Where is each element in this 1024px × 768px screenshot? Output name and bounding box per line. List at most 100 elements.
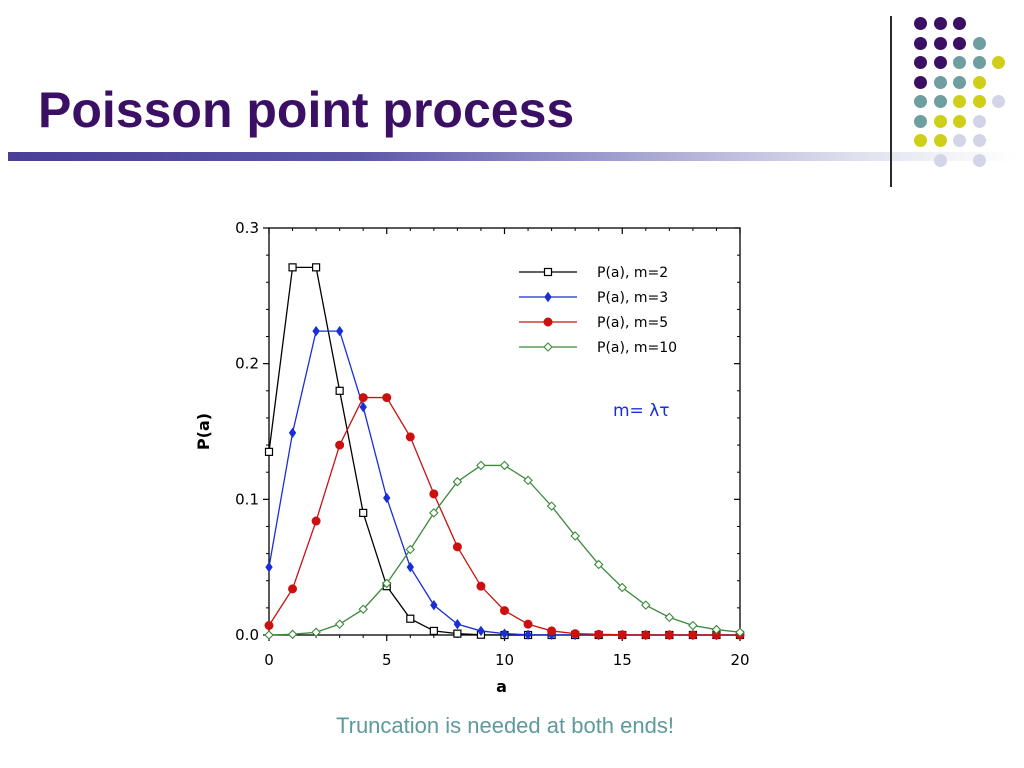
data-point-series-3: [570, 629, 580, 639]
legend-marker-3: [543, 317, 553, 327]
data-point-series-4: [287, 629, 298, 640]
x-axis-label: a: [496, 677, 507, 696]
data-point-series-3: [617, 630, 627, 640]
data-point-series-2: [477, 625, 485, 637]
data-point-series-1: [288, 263, 297, 272]
data-point-series-3: [382, 393, 392, 403]
data-point-series-3: [476, 581, 486, 591]
decorative-dot: [953, 75, 966, 89]
poisson-distribution-chart: 0 5 10 15 20 0.0 0.1 0.2 0.3 a P(a) P(a), m=2 P(a), …: [194, 219, 750, 696]
decorative-dot: [933, 36, 947, 50]
decorative-dot: [972, 36, 986, 50]
x-tick-label: 0: [264, 651, 274, 669]
data-point-series-4: [688, 620, 698, 631]
decorative-dot: [953, 36, 966, 50]
data-point-series-3: [452, 542, 462, 552]
legend-label-4: P(a), m=10: [597, 340, 677, 356]
data-point-series-4: [476, 460, 486, 471]
decorative-dot: [933, 56, 947, 69]
decorative-dot: [933, 134, 947, 147]
data-point-series-2: [265, 561, 273, 573]
data-point-series-4: [264, 630, 274, 640]
legend-label-1: P(a), m=2: [597, 265, 668, 281]
legend-marker-1: [543, 267, 553, 277]
data-point-series-2: [383, 492, 391, 504]
data-point-series-4: [334, 619, 345, 629]
x-tick-label: 15: [613, 651, 632, 669]
decorative-dot: [953, 17, 966, 30]
data-point-series-2: [406, 561, 414, 573]
data-point-series-2: [312, 325, 320, 337]
decorative-dot: [992, 95, 1005, 108]
legend-label-2: P(a), m=3: [597, 290, 668, 306]
y-tick-label: 0.2: [235, 355, 259, 373]
decorative-dot: [953, 114, 966, 128]
decorative-dot: [972, 134, 986, 147]
data-point-series-4: [523, 475, 533, 486]
data-point-series-4: [617, 582, 628, 593]
decorative-dot: [953, 95, 966, 108]
series-line-2: [268, 330, 740, 636]
decorative-dot: [933, 75, 947, 89]
decorative-dot: [972, 75, 986, 89]
data-point-series-3: [264, 621, 274, 631]
x-tick-label: 10: [495, 651, 514, 669]
data-point-series-2: [359, 401, 367, 413]
decorative-dot: [914, 95, 927, 108]
data-point-series-3: [664, 630, 674, 640]
decorative-dot: [972, 56, 986, 69]
decorative-dot: [972, 95, 986, 108]
data-point-series-3: [500, 606, 509, 616]
data-point-series-3: [311, 516, 321, 526]
data-point-series-4: [311, 627, 321, 638]
data-point-series-3: [688, 630, 698, 640]
decorative-dot: [953, 56, 966, 69]
data-point-series-1: [264, 447, 274, 456]
data-point-series-2: [288, 427, 297, 439]
data-point-series-2: [524, 629, 532, 640]
decorative-dot: [953, 134, 966, 147]
data-point-series-2: [335, 325, 344, 337]
slide-caption: Truncation is needed at both ends!: [336, 713, 674, 738]
decorative-dot: [914, 17, 927, 30]
data-point-series-3: [358, 393, 368, 403]
series-line-3: [268, 396, 740, 636]
data-point-series-2: [500, 628, 509, 639]
data-point-series-4: [452, 476, 463, 487]
data-point-series-4: [735, 627, 745, 638]
decorative-dot: [933, 17, 947, 30]
data-point-series-1: [406, 614, 415, 623]
data-point-series-4: [711, 624, 722, 635]
data-point-series-1: [453, 629, 462, 638]
data-point-series-4: [405, 544, 416, 555]
data-point-series-1: [312, 263, 321, 272]
legend-marker-4: [543, 342, 553, 352]
data-point-series-3: [335, 440, 345, 450]
x-tick-label: 5: [382, 651, 392, 669]
decorative-dot: [992, 56, 1005, 69]
x-tick-label: 20: [730, 651, 749, 669]
decorative-dot: [914, 134, 927, 147]
data-point-series-4: [358, 604, 368, 615]
data-point-series-1: [359, 508, 368, 517]
decorative-dot: [914, 75, 927, 89]
legend-label-3: P(a), m=5: [597, 315, 668, 331]
data-point-series-3: [523, 619, 533, 629]
data-point-series-1: [335, 386, 344, 395]
data-point-series-3: [288, 584, 298, 594]
y-tick-label: 0.3: [235, 219, 259, 237]
data-point-series-3: [594, 629, 604, 639]
data-point-series-3: [429, 489, 439, 499]
data-point-series-1: [429, 626, 438, 636]
decorative-dot: [914, 114, 927, 128]
data-point-series-2: [430, 599, 438, 611]
decorative-dot: [914, 56, 927, 69]
data-point-series-4: [429, 508, 439, 518]
data-point-series-2: [453, 618, 462, 630]
decorative-dot: [914, 36, 927, 50]
decorative-dot: [933, 114, 947, 128]
equation-annotation: m= λτ: [613, 401, 670, 421]
decorative-vertical-line: [890, 16, 892, 187]
data-point-series-3: [405, 432, 415, 442]
slide-title: Poisson point process: [38, 82, 575, 138]
